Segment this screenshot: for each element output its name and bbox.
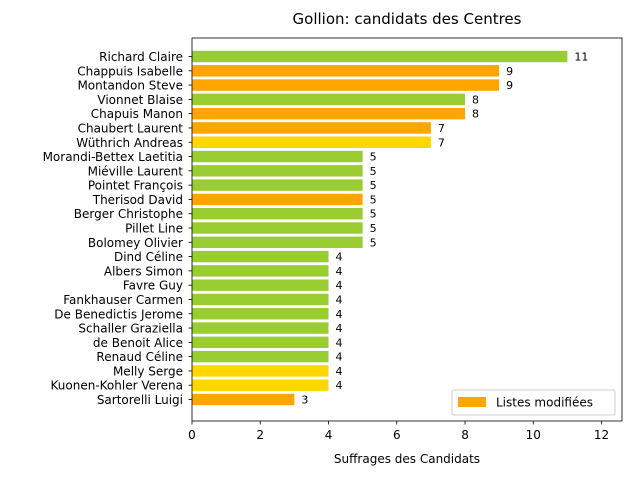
x-axis-title: Suffrages des Candidats — [334, 452, 480, 466]
bar — [192, 365, 329, 377]
bar — [192, 193, 363, 206]
bar — [192, 107, 466, 120]
y-tick-label: Vionnet Blaise — [97, 93, 183, 107]
bar — [192, 165, 363, 177]
y-tick-label: Sartorelli Luigi — [97, 393, 183, 407]
legend-swatch — [458, 397, 486, 407]
bar — [192, 336, 329, 349]
bar — [192, 79, 500, 91]
y-tick-label: Schaller Graziella — [78, 322, 183, 336]
bar-value-label: 5 — [370, 193, 377, 206]
bar — [192, 379, 329, 391]
bar — [192, 150, 363, 163]
x-axis-ticks: 0 2 4 6 8 10 12 — [188, 421, 609, 442]
bar-value-label: 4 — [336, 322, 343, 335]
plot-frame — [191, 37, 623, 422]
bar — [192, 322, 329, 334]
bar-value-label: 5 — [370, 208, 377, 221]
bars-group — [192, 50, 568, 406]
x-tick-label: 2 — [256, 428, 264, 442]
y-tick-label: Albers Simon — [104, 264, 183, 278]
x-tick-label: 4 — [325, 428, 333, 442]
y-tick-label: Favre Guy — [123, 279, 183, 293]
x-tick-label: 12 — [594, 428, 609, 442]
y-tick-label: Morandi-Bettex Laetitia — [43, 150, 183, 164]
x-tick-label: 10 — [526, 428, 541, 442]
x-tick-label: 6 — [393, 428, 401, 442]
legend-label: Listes modifiées — [496, 396, 593, 410]
y-tick-label: De Benedictis Jerome — [54, 307, 183, 321]
bar — [192, 293, 329, 306]
bar-value-label: 4 — [336, 279, 343, 292]
y-tick-label: Berger Christophe — [74, 207, 183, 221]
y-tick-label: Wüthrich Andreas — [76, 136, 183, 150]
bar — [192, 250, 329, 263]
bar-value-label: 3 — [301, 394, 308, 407]
y-tick-label: Therisod David — [92, 193, 183, 207]
bar — [192, 50, 568, 63]
bar-value-label: 5 — [370, 151, 377, 164]
y-tick-label: Chaubert Laurent — [78, 121, 184, 135]
y-tick-label: Chappuis Isabelle — [77, 64, 183, 78]
bar-value-label: 5 — [370, 179, 377, 192]
bar — [192, 222, 363, 234]
legend: Listes modifiées — [451, 389, 616, 416]
y-tick-label: Fankhauser Carmen — [63, 293, 183, 307]
bar-value-label: 9 — [506, 65, 513, 78]
y-tick-label: Richard Claire — [99, 50, 183, 64]
y-tick-label: Dind Céline — [114, 250, 183, 264]
bar — [192, 308, 329, 320]
y-tick-label: Bolomey Olivier — [88, 236, 183, 250]
bar — [192, 279, 329, 291]
bar — [192, 350, 329, 363]
bar-value-label: 4 — [336, 351, 343, 364]
y-tick-label: Miéville Laurent — [88, 164, 184, 178]
bar — [192, 265, 329, 277]
bar-value-label: 4 — [336, 379, 343, 392]
x-tick-label: 0 — [188, 428, 196, 442]
bar-value-label: 4 — [336, 265, 343, 278]
bar — [192, 65, 500, 77]
bar-value-label: 4 — [336, 365, 343, 378]
bar — [192, 179, 363, 191]
bar — [192, 122, 431, 134]
bar-value-label: 4 — [336, 336, 343, 349]
x-tick-label: 8 — [461, 428, 469, 442]
bar-value-label: 5 — [370, 165, 377, 178]
y-tick-label: Chapuis Manon — [91, 107, 183, 121]
y-tick-label: Melly Serge — [113, 364, 183, 378]
y-tick-label: de Benoit Alice — [93, 336, 183, 350]
bar-value-label: 8 — [472, 108, 479, 121]
bar — [192, 393, 295, 406]
bar-value-label: 5 — [370, 236, 377, 249]
bar-value-label: 4 — [336, 308, 343, 321]
bar-value-label: 4 — [336, 251, 343, 264]
bar-value-label: 4 — [336, 293, 343, 306]
bar-value-label: 9 — [506, 79, 513, 92]
bar-value-label: 5 — [370, 222, 377, 235]
y-tick-label: Pointet François — [88, 179, 183, 193]
bar — [192, 93, 466, 106]
y-tick-label: Montandon Steve — [77, 79, 183, 93]
y-tick-label: Kuonen-Kohler Verena — [51, 379, 184, 393]
bar-value-label: 11 — [574, 51, 588, 64]
bar-value-label: 8 — [472, 93, 479, 106]
bar — [192, 236, 363, 249]
bar — [192, 207, 363, 220]
y-tick-label: Renaud Céline — [96, 350, 183, 364]
y-tick-label: Pillet Line — [125, 222, 183, 236]
chart-title: Gollion: candidats des Centres — [293, 10, 522, 28]
bar — [192, 136, 431, 148]
bar-value-label: 7 — [438, 136, 445, 149]
bar-value-label: 7 — [438, 122, 445, 135]
legend-box — [451, 389, 616, 416]
